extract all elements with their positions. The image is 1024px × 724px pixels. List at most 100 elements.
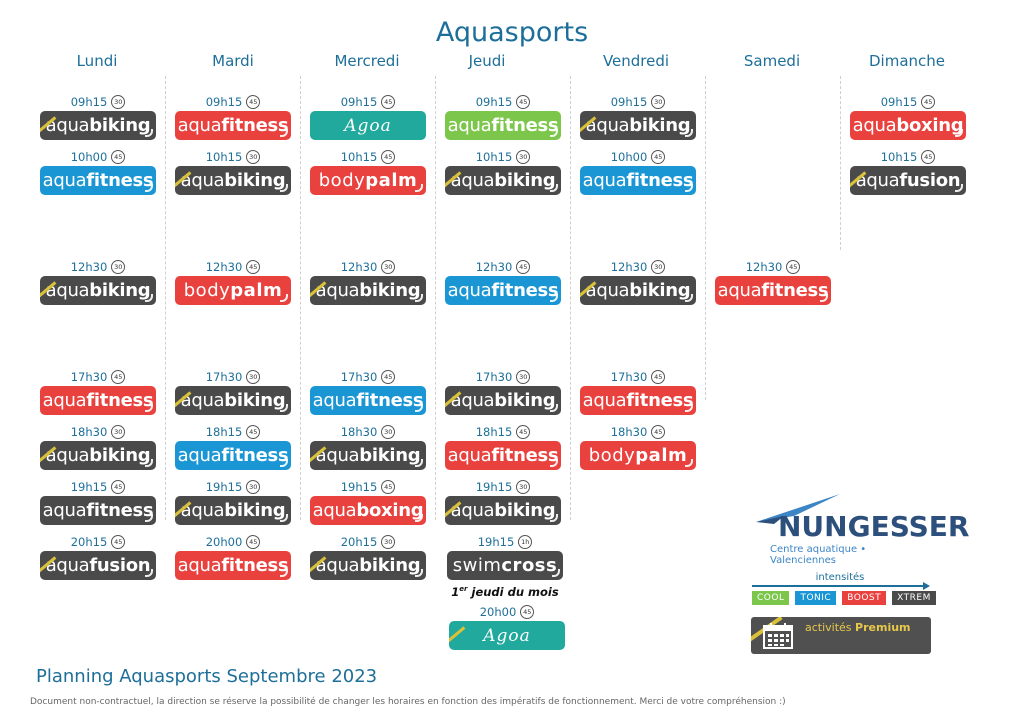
intensity-xtrem: XTREM [892, 591, 936, 605]
time-label: 18h30 [610, 425, 648, 439]
activity-badge: aqua fitness [40, 386, 156, 415]
wave-curl-icon [280, 569, 288, 577]
session-jeudi-8[interactable]: 20h00 45 Agoa [449, 604, 565, 650]
activity-suffix: fitness [86, 170, 154, 191]
premium-stripe-icon [445, 166, 457, 195]
day-header-jeudi: Jeudi [468, 52, 506, 70]
intensity-cool: COOL [752, 591, 790, 605]
activity-suffix: biking [89, 115, 151, 136]
time-label: 10h00 [610, 150, 648, 164]
duration-icon: 45 [246, 535, 261, 549]
premium-stripe-icon [310, 551, 322, 580]
session-mardi-1[interactable]: 09h15 45 aqua fitness [175, 94, 291, 140]
time-label: 10h15 [340, 150, 378, 164]
activity-prefix: aqua [315, 555, 360, 576]
activity-badge: aqua biking [445, 386, 561, 415]
day-header-samedi: Samedi [743, 52, 801, 70]
session-jeudi-5[interactable]: 18h15 45 aqua fitness [445, 424, 561, 470]
duration-icon: 30 [246, 150, 261, 164]
session-lundi-6[interactable]: 19h15 45 aqua fitness [40, 479, 156, 525]
session-jeudi-2[interactable]: 10h15 30 aqua biking [445, 149, 561, 195]
session-jeudi-6[interactable]: 19h15 30 aqua biking [445, 479, 561, 525]
session-lundi-3[interactable]: 12h30 30 aqua biking [40, 259, 156, 305]
session-mardi-6[interactable]: 19h15 30 aqua biking [175, 479, 291, 525]
intensity-boost: BOOST [842, 591, 887, 605]
activity-badge: aqua biking [580, 276, 696, 305]
premium-stripe-icon [310, 441, 322, 470]
session-lundi-5[interactable]: 18h30 30 aqua biking [40, 424, 156, 470]
wave-curl-icon [685, 404, 693, 412]
time-label: 10h15 [205, 150, 243, 164]
session-jeudi-4[interactable]: 17h30 30 aqua biking [445, 369, 561, 415]
session-mardi-4[interactable]: 17h30 30 aqua biking [175, 369, 291, 415]
activity-suffix: fitness [626, 170, 694, 191]
session-mercredi-1[interactable]: 09h15 45 Agoa [310, 94, 426, 140]
session-vendredi-3[interactable]: 12h30 30 aqua biking [580, 259, 696, 305]
activity-prefix: body [318, 170, 366, 191]
wave-curl-icon [145, 459, 153, 467]
session-mardi-5[interactable]: 18h15 45 aqua fitness [175, 424, 291, 470]
session-time: 18h30 45 [580, 424, 696, 440]
session-mercredi-6[interactable]: 19h15 45 aqua boxing [310, 479, 426, 525]
duration-icon: 30 [381, 425, 396, 439]
session-mardi-2[interactable]: 10h15 30 aqua biking [175, 149, 291, 195]
session-mardi-3[interactable]: 12h30 45 body palm [175, 259, 291, 305]
day-header-mercredi: Mercredi [334, 52, 400, 70]
activity-badge: aqua biking [40, 441, 156, 470]
activity-badge: aqua biking [175, 386, 291, 415]
session-lundi-4[interactable]: 17h30 45 aqua fitness [40, 369, 156, 415]
session-jeudi-7[interactable]: 19h15 1h swim cross [447, 534, 563, 580]
session-jeudi-1[interactable]: 09h15 45 aqua fitness [445, 94, 561, 140]
session-jeudi-3[interactable]: 12h30 45 aqua fitness [445, 259, 561, 305]
premium-label-prefix: activités [805, 621, 852, 634]
session-mercredi-5[interactable]: 18h30 30 aqua biking [310, 424, 426, 470]
session-dimanche-1[interactable]: 09h15 45 aqua boxing [850, 94, 966, 140]
session-time: 09h15 45 [175, 94, 291, 110]
intensity-arrow-icon [752, 582, 930, 590]
session-mercredi-4[interactable]: 17h30 45 aqua fitness [310, 369, 426, 415]
activity-suffix: palm [635, 445, 688, 466]
activity-suffix: biking [359, 555, 421, 576]
activity-suffix: fitness [86, 500, 154, 521]
premium-legend: activités Premium [751, 617, 931, 654]
activity-prefix: aqua [852, 115, 897, 136]
session-vendredi-1[interactable]: 09h15 30 aqua biking [580, 94, 696, 140]
activity-badge: aqua biking [310, 441, 426, 470]
activity-badge: aqua biking [40, 276, 156, 305]
session-time: 18h30 30 [40, 424, 156, 440]
session-samedi-1[interactable]: 12h30 45 aqua fitness [715, 259, 831, 305]
duration-icon: 45 [246, 425, 261, 439]
wave-curl-icon [685, 459, 693, 467]
activity-prefix: aqua [45, 280, 90, 301]
activity-prefix: aqua [315, 280, 360, 301]
duration-icon: 45 [381, 480, 396, 494]
duration-icon: 30 [516, 480, 531, 494]
wave-curl-icon [955, 184, 963, 192]
activity-prefix: aqua [447, 445, 492, 466]
activity-suffix: fitness [626, 390, 694, 411]
session-vendredi-5[interactable]: 18h30 45 body palm [580, 424, 696, 470]
session-lundi-1[interactable]: 09h15 30 aqua biking [40, 94, 156, 140]
session-mercredi-7[interactable]: 20h15 30 aqua biking [310, 534, 426, 580]
duration-icon: 45 [921, 95, 936, 109]
session-lundi-2[interactable]: 10h00 45 aqua fitness [40, 149, 156, 195]
time-label: 09h15 [205, 95, 243, 109]
session-time: 20h15 45 [40, 534, 156, 550]
activity-suffix: fitness [86, 390, 154, 411]
session-time: 18h30 30 [310, 424, 426, 440]
time-label: 19h15 [477, 535, 515, 549]
activity-suffix: fitness [221, 445, 289, 466]
session-mercredi-2[interactable]: 10h15 45 body palm [310, 149, 426, 195]
wave-curl-icon [415, 404, 423, 412]
activity-suffix: palm [365, 170, 418, 191]
session-mardi-7[interactable]: 20h00 45 aqua fitness [175, 534, 291, 580]
time-label: 18h30 [340, 425, 378, 439]
session-dimanche-2[interactable]: 10h15 45 aqua fusion [850, 149, 966, 195]
premium-stripe-icon [445, 386, 457, 415]
session-lundi-7[interactable]: 20h15 45 aqua fusion [40, 534, 156, 580]
session-vendredi-4[interactable]: 17h30 45 aqua fitness [580, 369, 696, 415]
duration-icon: 30 [111, 95, 126, 109]
session-vendredi-2[interactable]: 10h00 45 aqua fitness [580, 149, 696, 195]
time-label: 10h15 [880, 150, 918, 164]
session-mercredi-3[interactable]: 12h30 30 aqua biking [310, 259, 426, 305]
